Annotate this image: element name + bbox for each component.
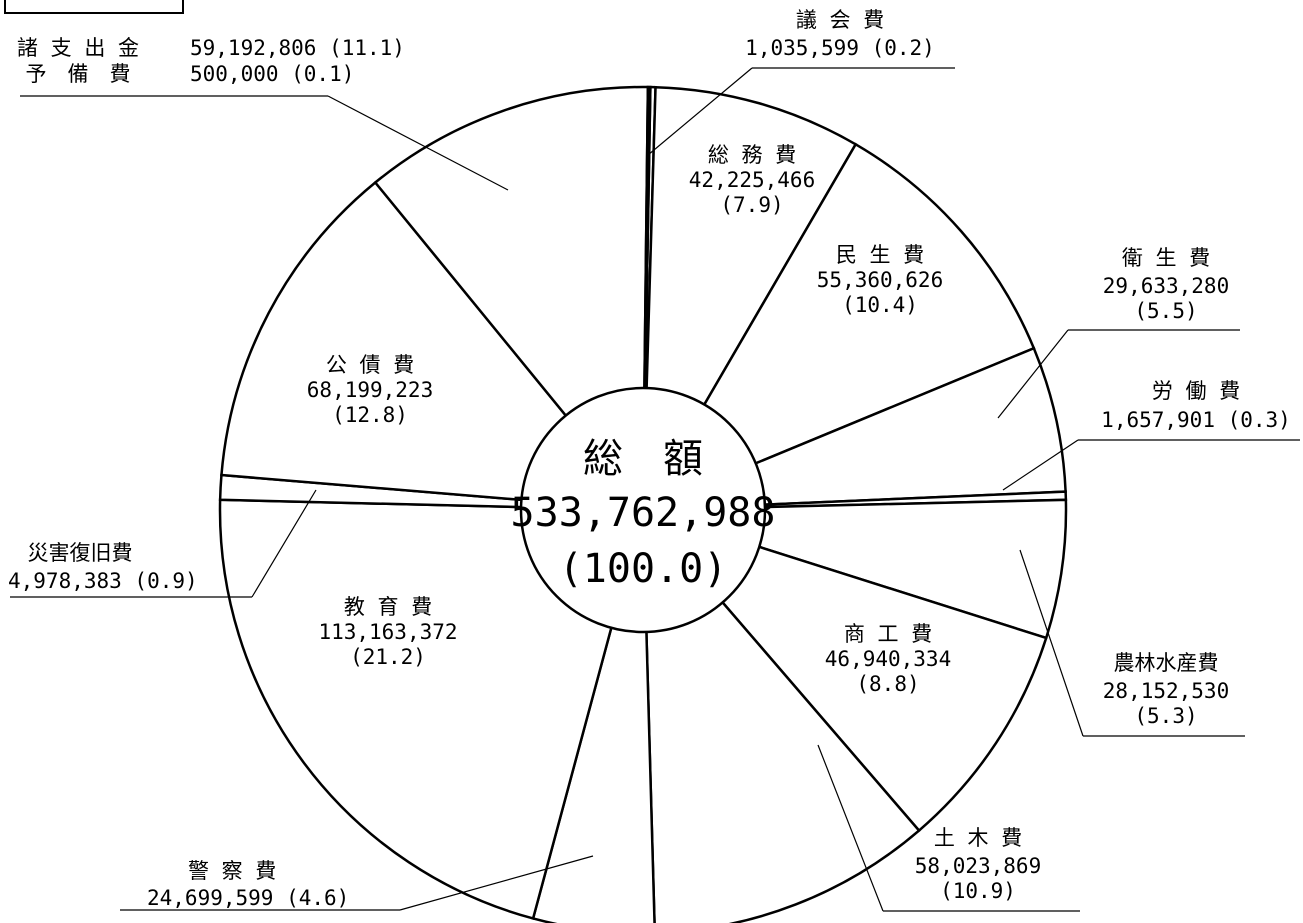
pie-slice-7 [639, 507, 1048, 833]
slice-7-value: 46,940,334 [825, 647, 951, 671]
slice-11-leader-line [251, 489, 317, 598]
slice-11-value-percent: 4,978,383 (0.9) [8, 569, 198, 593]
slice-4-leader-line [997, 329, 1069, 419]
slice-12-value: 68,199,223 [307, 378, 433, 402]
slice-11-name: 災害復旧費 [28, 541, 133, 565]
slice-3-name: 民 生 費 [836, 243, 924, 267]
slice-7-percent: (8.8) [856, 672, 919, 696]
slice-1-leader-line [647, 67, 753, 156]
slice-10-value: 113,163,372 [318, 620, 457, 644]
slice-8-name: 土 木 費 [934, 826, 1022, 850]
slice-6-value: 28,152,530 [1103, 679, 1229, 703]
pie-slice-8 [641, 506, 921, 923]
slice-12-percent: (12.8) [332, 403, 408, 427]
total-percent: (100.0) [559, 546, 728, 592]
slice-8-leader-line [817, 744, 884, 912]
slice-14-leader-line [327, 95, 509, 191]
total-value: 533,762,988 [511, 490, 776, 536]
slice-5-name: 労 働 費 [1152, 379, 1240, 403]
total-label: 総 額 [583, 436, 703, 482]
slice-9-value-percent: 24,699,599 (4.6) [147, 886, 349, 910]
slice-13-value-percent: 59,192,806 (11.1) [190, 36, 405, 60]
slice-4-name: 衛 生 費 [1122, 246, 1210, 270]
slice-14-value-percent: 500,000 (0.1) [190, 62, 354, 86]
slice-2-value: 42,225,466 [689, 168, 815, 192]
slice-3-percent: (10.4) [842, 293, 918, 317]
slice-9-leader-line [399, 855, 594, 911]
slice-6-name: 農林水産費 [1114, 651, 1219, 675]
slice-7-name: 商 工 費 [844, 622, 932, 646]
slice-1-name: 議 会 費 [796, 8, 884, 32]
slice-2-percent: (7.9) [720, 193, 783, 217]
slice-4-value: 29,633,280 [1103, 274, 1229, 298]
pie-slice-12 [220, 180, 646, 512]
pie-slice-10 [218, 498, 645, 921]
slice-6-percent: (5.3) [1134, 704, 1197, 728]
slice-12-name: 公 債 費 [326, 353, 414, 377]
slice-5-leader-line [1002, 439, 1079, 491]
pie-slices [218, 85, 1068, 923]
slice-10-name: 教 育 費 [344, 595, 432, 619]
slice-5-value-percent: 1,657,901 (0.3) [1101, 408, 1291, 432]
slice-3-value: 55,360,626 [817, 268, 943, 292]
slice-1-value-percent: 1,035,599 (0.2) [745, 36, 935, 60]
slice-8-value: 58,023,869 [915, 854, 1041, 878]
slice-14-name: 予 備 費 [26, 62, 131, 86]
slice-8-percent: (10.9) [940, 879, 1016, 903]
slice-2-name: 総 務 費 [708, 143, 796, 167]
slice-4-percent: (5.5) [1134, 299, 1197, 323]
pie-slice-3 [640, 142, 1036, 513]
leader-lines [10, 67, 1300, 912]
slice-10-percent: (21.2) [350, 645, 426, 669]
center-total-circle [519, 386, 767, 634]
slice-6-leader-line [1019, 549, 1084, 737]
slice-labels: 議 会 費 1,035,599 (0.2) 総 務 費42,225,466(7.9)… [8, 8, 1291, 910]
slice-13-name: 諸 支 出 金 [17, 36, 139, 60]
header-frame-fragment [4, 0, 184, 14]
slice-9-name: 警 察 費 [188, 859, 276, 883]
